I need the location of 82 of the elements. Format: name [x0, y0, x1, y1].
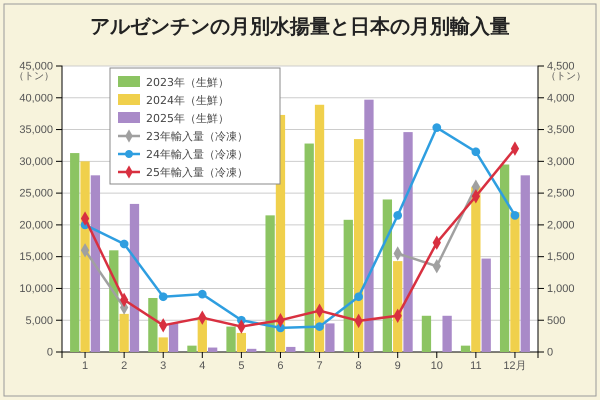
y2-tick-label: 3,000: [547, 156, 575, 168]
bar: [226, 326, 236, 352]
point: [432, 123, 442, 132]
bar: [90, 175, 100, 352]
x-tick-label: 3: [160, 360, 166, 372]
x-tick-label: 12月: [503, 360, 527, 372]
legend-label: 2023年（生鮮）: [146, 76, 229, 89]
point: [393, 210, 402, 220]
point: [198, 290, 207, 299]
point: [120, 240, 129, 248]
y2-tick-label: 4,000: [547, 92, 575, 104]
y-tick-label: 5,000: [25, 314, 53, 327]
x-tick-label: 10: [430, 360, 443, 372]
legend-label: 24年輸入量（冷凍）: [146, 148, 248, 161]
bar: [325, 323, 335, 352]
chart-title: アルゼンチンの月別水揚量と日本の月別輸入量: [90, 14, 510, 38]
x-tick-label: 7: [316, 360, 323, 372]
point: [315, 322, 324, 331]
y2-tick-label: 1,500: [547, 251, 575, 264]
bar: [247, 348, 256, 352]
bar: [364, 100, 374, 352]
x-tick-label: 1: [82, 360, 88, 372]
x-tick-label: 8: [356, 360, 362, 372]
y2-tick-label: 2,000: [547, 219, 575, 232]
bar: [130, 204, 140, 352]
bar: [393, 261, 402, 352]
point: [158, 292, 168, 302]
x-tick-label: 2: [121, 360, 128, 372]
point: [471, 147, 480, 156]
bar: [119, 314, 129, 352]
bar: [208, 348, 218, 352]
bar: [187, 346, 197, 352]
bar: [344, 220, 353, 352]
x-tick-label: 11: [470, 360, 482, 372]
bar: [109, 250, 118, 352]
legend-label: 2025年（生鮮）: [146, 112, 229, 125]
y2-tick-label: 0: [547, 346, 554, 359]
y-tick-label: 40,000: [19, 92, 53, 104]
y2-tick-label: 1,000: [547, 282, 575, 295]
y2-tick-label: 500: [547, 314, 566, 327]
bar: [382, 199, 392, 352]
x-tick-label: 9: [394, 360, 401, 372]
bar: [168, 323, 178, 352]
y-tick-label: 30,000: [19, 156, 53, 168]
bar: [314, 104, 324, 352]
y-axis-title: （トン）: [14, 71, 54, 82]
y-tick-label: 15,000: [19, 251, 53, 264]
bar: [304, 144, 314, 352]
bar: [442, 316, 452, 352]
y2-tick-label: 4,500: [547, 60, 575, 73]
bar: [422, 316, 432, 352]
y-tick-label: 25,000: [19, 188, 53, 200]
bar: [265, 215, 275, 352]
bar: [510, 212, 520, 352]
y2-axis-title: （トン）: [546, 71, 586, 82]
bar: [403, 132, 413, 352]
bar: [482, 258, 491, 352]
bar: [286, 346, 296, 352]
x-tick-label: 6: [277, 360, 284, 372]
x-tick-label: 5: [238, 360, 244, 372]
legend-label: 25年輸入量（冷凍）: [146, 166, 248, 179]
bar: [500, 164, 510, 352]
x-tick-label: 4: [199, 360, 206, 372]
y2-tick-label: 2,500: [547, 188, 575, 200]
y-tick-label: 0: [46, 346, 53, 359]
point: [510, 210, 520, 220]
bar: [354, 139, 364, 352]
bar: [70, 153, 80, 352]
y-tick-label: 20,000: [19, 219, 53, 232]
legend-label: 23年輸入量（冷凍）: [146, 130, 248, 143]
bar: [236, 332, 246, 352]
point: [354, 292, 363, 302]
bar: [471, 186, 481, 352]
y2-tick-label: 3,500: [547, 124, 575, 136]
y-tick-label: 45,000: [19, 60, 53, 73]
bar: [158, 337, 168, 352]
legend-label: 2024年（生鮮）: [146, 94, 229, 107]
bar: [148, 298, 158, 352]
bar: [520, 175, 530, 352]
bar: [460, 346, 470, 352]
y-tick-label: 10,000: [19, 282, 53, 295]
y-tick-label: 35,000: [19, 124, 53, 136]
